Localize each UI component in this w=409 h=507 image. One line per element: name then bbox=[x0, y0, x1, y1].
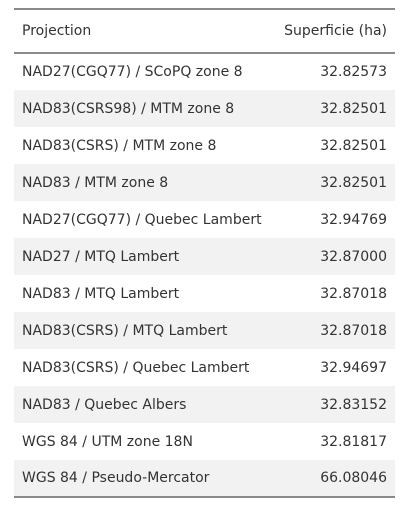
superficie-cell: 32.81817 bbox=[320, 433, 387, 450]
projection-area-table: Projection Superficie (ha) NAD27(CGQ77) … bbox=[14, 8, 395, 498]
superficie-cell: 32.82501 bbox=[320, 174, 387, 191]
header-superficie: Superficie (ha) bbox=[284, 23, 387, 39]
table-header: Projection Superficie (ha) bbox=[14, 9, 395, 53]
superficie-cell: 66.08046 bbox=[320, 470, 387, 486]
table-row: NAD83 / MTM zone 8 32.82501 bbox=[14, 164, 395, 201]
superficie-cell: 32.87018 bbox=[320, 322, 387, 339]
table-row: NAD83(CSRS98) / MTM zone 8 32.82501 bbox=[14, 90, 395, 127]
table-row: WGS 84 / UTM zone 18N 32.81817 bbox=[14, 423, 395, 460]
projection-cell: NAD83(CSRS98) / MTM zone 8 bbox=[22, 100, 235, 117]
projection-cell: WGS 84 / Pseudo-Mercator bbox=[22, 470, 210, 486]
projection-area-table-container: Projection Superficie (ha) NAD27(CGQ77) … bbox=[14, 8, 395, 498]
header-projection: Projection bbox=[22, 23, 92, 39]
table-row: NAD27(CGQ77) / Quebec Lambert 32.94769 bbox=[14, 201, 395, 238]
projection-cell: NAD83 / MTQ Lambert bbox=[22, 285, 180, 302]
superficie-cell: 32.82501 bbox=[320, 100, 387, 117]
table-row: NAD27(CGQ77) / SCoPQ zone 8 32.82573 bbox=[14, 53, 395, 90]
table-row: NAD83(CSRS) / MTM zone 8 32.82501 bbox=[14, 127, 395, 164]
projection-cell: NAD83 / MTM zone 8 bbox=[22, 174, 169, 191]
superficie-cell: 32.82573 bbox=[320, 64, 387, 80]
table-row: NAD83(CSRS) / MTQ Lambert 32.87018 bbox=[14, 312, 395, 349]
projection-cell: NAD27 / MTQ Lambert bbox=[22, 248, 180, 265]
table-body: NAD27(CGQ77) / SCoPQ zone 8 32.82573 NAD… bbox=[14, 53, 395, 497]
projection-cell: NAD83(CSRS) / MTM zone 8 bbox=[22, 137, 217, 154]
table-header-row: Projection Superficie (ha) bbox=[14, 9, 395, 53]
superficie-cell: 32.94697 bbox=[320, 359, 387, 376]
superficie-cell: 32.94769 bbox=[320, 211, 387, 228]
projection-cell: WGS 84 / UTM zone 18N bbox=[22, 433, 193, 450]
superficie-cell: 32.87018 bbox=[320, 285, 387, 302]
superficie-cell: 32.82501 bbox=[320, 137, 387, 154]
table-row: NAD83(CSRS) / Quebec Lambert 32.94697 bbox=[14, 349, 395, 386]
projection-cell: NAD83(CSRS) / Quebec Lambert bbox=[22, 359, 250, 376]
projection-cell: NAD83(CSRS) / MTQ Lambert bbox=[22, 322, 228, 339]
table-row: NAD83 / Quebec Albers 32.83152 bbox=[14, 386, 395, 423]
table-row: NAD83 / MTQ Lambert 32.87018 bbox=[14, 275, 395, 312]
projection-cell: NAD83 / Quebec Albers bbox=[22, 396, 187, 413]
table-row: NAD27 / MTQ Lambert 32.87000 bbox=[14, 238, 395, 275]
superficie-cell: 32.87000 bbox=[320, 248, 387, 265]
projection-cell: NAD27(CGQ77) / Quebec Lambert bbox=[22, 211, 262, 228]
superficie-cell: 32.83152 bbox=[320, 396, 387, 413]
projection-cell: NAD27(CGQ77) / SCoPQ zone 8 bbox=[22, 64, 243, 80]
table-row: WGS 84 / Pseudo-Mercator 66.08046 bbox=[14, 460, 395, 497]
